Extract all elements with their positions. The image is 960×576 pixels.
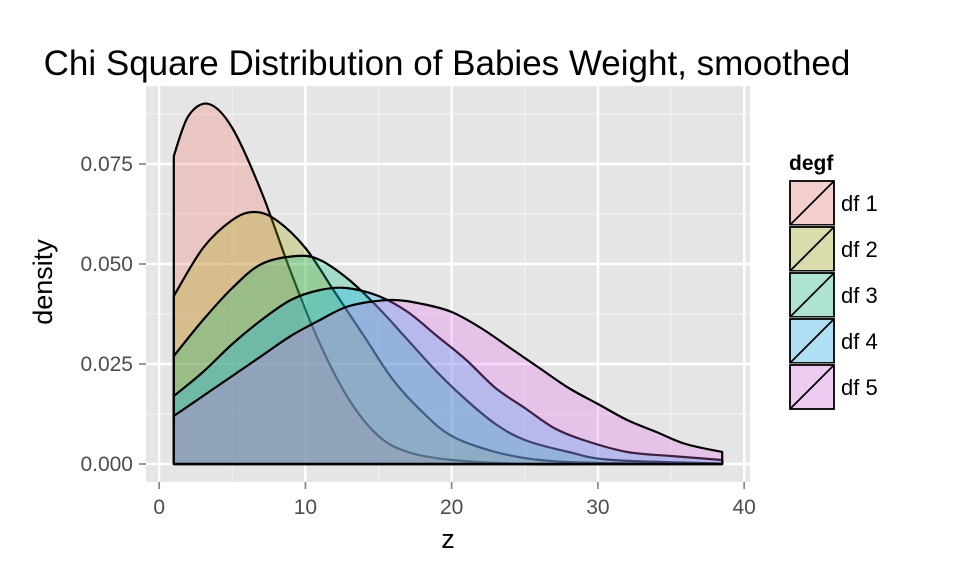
- x-tick-label: 40: [732, 496, 755, 519]
- x-tick-label: 30: [586, 496, 609, 519]
- legend-item: df 1: [788, 179, 878, 227]
- x-tick-label: 20: [440, 496, 463, 519]
- plot-panel: [146, 86, 750, 482]
- density-area-3: [172, 254, 724, 466]
- y-tick-label: 0.075: [80, 153, 133, 176]
- legend-item: df 5: [788, 363, 878, 411]
- legend-label: df 3: [841, 283, 878, 308]
- y-tick-label: 0.000: [80, 453, 133, 476]
- legend-label: df 1: [841, 191, 878, 216]
- legend-item: df 4: [788, 317, 878, 365]
- legend-item: df 2: [788, 225, 878, 273]
- density-area-5: [172, 298, 724, 466]
- chart-title: Chi Square Distribution of Babies Weight…: [44, 44, 851, 83]
- legend-key-diagonal: [789, 272, 835, 318]
- legend-items: df 1 df 2 df 3 df 4 df 5: [788, 179, 878, 411]
- y-tick-label: 0.025: [80, 353, 133, 376]
- legend-key-diagonal: [789, 318, 835, 364]
- y-axis-title: density: [28, 239, 58, 325]
- legend-item: df 3: [788, 271, 878, 319]
- x-tick-label: 10: [294, 496, 317, 519]
- legend-label: df 5: [841, 375, 878, 400]
- legend-label: df 4: [841, 329, 878, 354]
- legend-key-diagonal: [789, 226, 835, 272]
- x-tick-label: 0: [153, 496, 165, 519]
- density-area-4: [172, 286, 724, 466]
- legend-key-diagonal: [789, 180, 835, 226]
- legend-title: degf: [789, 152, 834, 175]
- density-area-2: [172, 210, 724, 466]
- density-areas: [172, 102, 724, 466]
- legend-label: df 2: [841, 237, 878, 262]
- x-axis: 0 10 20 30 40: [153, 482, 756, 519]
- legend-key-diagonal: [789, 364, 835, 410]
- minor-gridlines: [146, 86, 750, 482]
- x-axis-title: z: [441, 524, 455, 554]
- legend: degf df 1 df 2 df 3 df 4 df 5: [788, 152, 878, 411]
- y-axis: 0.000 0.025 0.050 0.075: [80, 153, 146, 476]
- y-tick-label: 0.050: [80, 253, 133, 276]
